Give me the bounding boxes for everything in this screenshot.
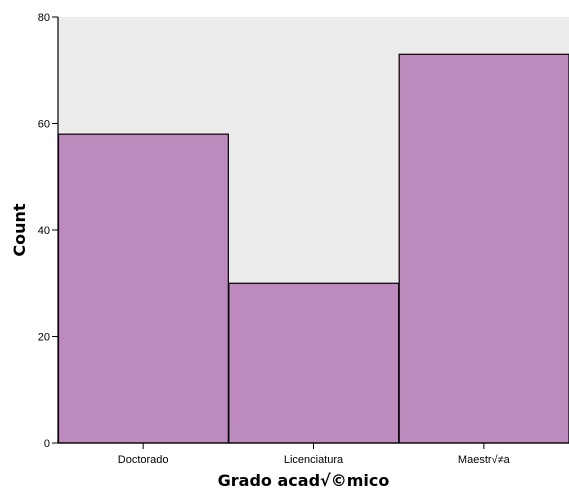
y-axis: 0 20 40 60 80 <box>38 12 59 450</box>
y-axis-title: Count <box>10 203 29 257</box>
x-tick-label: Licenciatura <box>284 454 344 466</box>
x-tick-label: Maestr√≠a <box>458 454 511 466</box>
y-tick-label: 40 <box>38 225 50 237</box>
bar-doctorado <box>57 133 229 444</box>
bar-maestr-a <box>398 53 569 444</box>
x-axis: Doctorado Licenciatura Maestr√≠a <box>58 442 569 466</box>
y-tick-label: 0 <box>44 438 50 450</box>
bar-licenciatura <box>228 282 400 444</box>
bars-layer <box>57 53 569 444</box>
y-tick-label: 60 <box>38 119 50 131</box>
x-axis-title: Grado acad√©mico <box>218 471 390 489</box>
y-tick-label: 20 <box>38 332 50 344</box>
y-tick-label: 80 <box>38 12 50 24</box>
x-tick-label: Doctorado <box>118 454 169 466</box>
